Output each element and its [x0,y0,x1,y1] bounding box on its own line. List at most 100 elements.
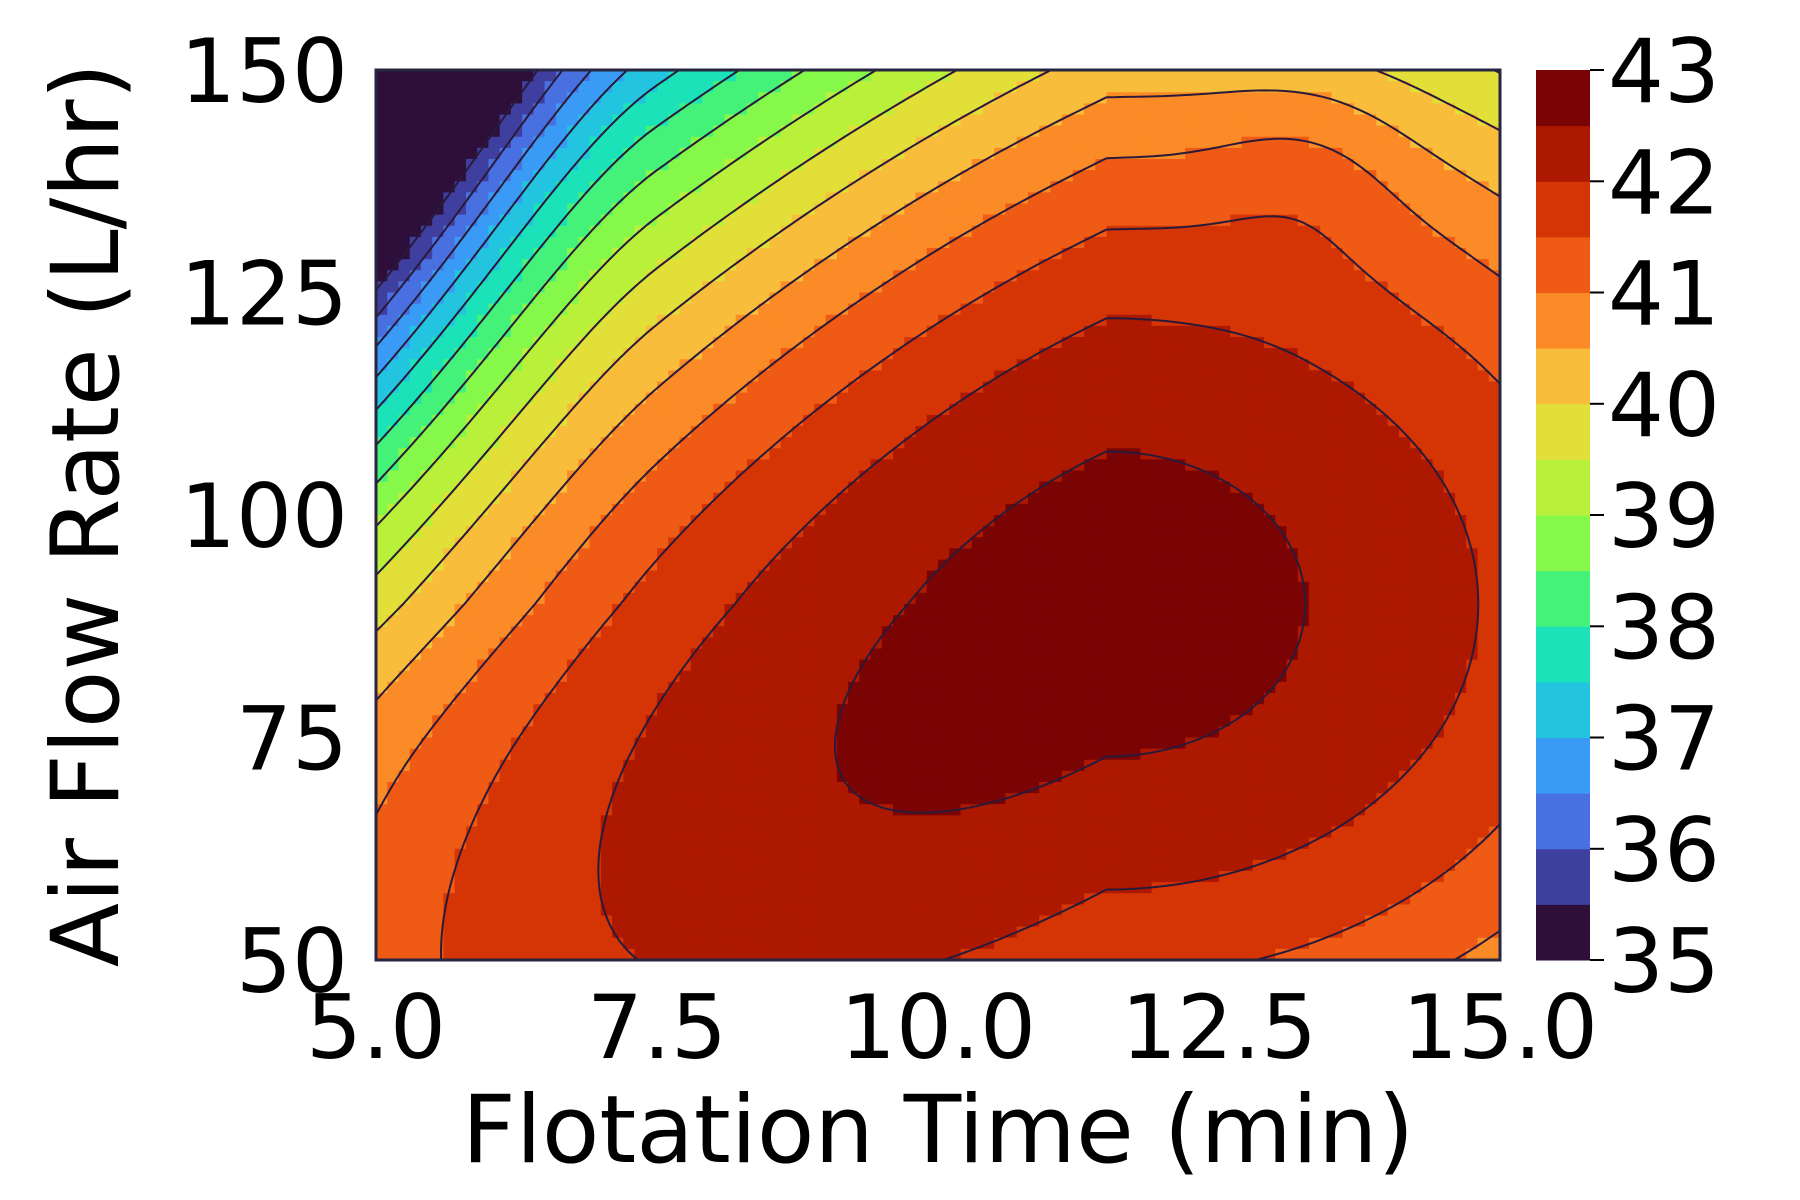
contour-cell [791,937,804,950]
contour-cell [780,236,793,249]
contour-cell [465,737,478,750]
contour-cell [848,337,860,349]
contour-cell [544,826,557,839]
contour-cell [746,548,759,561]
contour-cell [578,837,591,850]
contour-cell [634,648,647,661]
contour-cell [758,203,770,216]
contour-cell [735,192,748,205]
contour-cell [926,637,939,650]
contour-cell [409,136,422,149]
contour-cell [1027,192,1040,205]
contour-cell [623,414,636,427]
contour-cell [825,448,838,460]
contour-cell [904,726,917,739]
contour-cell [780,537,793,549]
contour-cell [387,159,400,171]
contour-cell [510,926,523,939]
contour-cell [477,548,489,561]
contour-cell [893,114,905,127]
contour-cell [859,782,872,794]
contour-cell [881,915,894,928]
contour-cell [600,726,613,739]
contour-cell [657,81,669,93]
contour-cell [522,826,534,839]
contour-cell [746,592,759,605]
contour-cell [1061,159,1074,171]
contour-cell [746,392,759,405]
contour-cell [645,259,658,271]
contour-cell [1005,125,1018,138]
contour-cell [791,236,804,249]
contour-cell [803,92,815,104]
contour-cell [915,492,928,505]
contour-cell [735,548,748,561]
contour-cell [859,270,872,282]
contour-cell [398,882,411,894]
contour-cell [870,615,883,627]
contour-cell [398,681,411,694]
contour-cell [488,70,501,82]
contour-cell [589,637,602,650]
contour-cell [443,203,456,216]
contour-cell [1027,292,1040,305]
contour-cell [949,214,962,227]
contour-cell [780,448,793,460]
contour-cell [668,548,681,561]
contour-cell [432,359,445,371]
contour-cell [1027,81,1040,93]
contour-cell [578,314,591,327]
contour-cell [634,203,647,216]
contour-cell [814,314,827,327]
contour-cell [803,281,815,294]
contour-cell [589,459,602,472]
contour-cell [623,136,636,149]
contour-cell [870,559,883,572]
contour-cell [982,871,995,883]
contour-cell [803,793,815,805]
contour-cell [1027,937,1040,950]
contour-cell [904,859,917,872]
contour-cell [510,426,523,438]
contour-cell [915,826,928,839]
contour-cell [679,748,692,761]
contour-cell [645,448,658,460]
contour-cell [1005,704,1018,716]
contour-cell [443,904,456,917]
contour-cell [544,837,557,850]
contour-cell [634,392,647,405]
contour-cell [679,592,692,605]
contour-cell [1072,426,1085,438]
contour-cell [746,492,759,505]
contour-cell [533,704,546,716]
contour-cell [465,537,478,549]
contour-cell [1039,136,1051,149]
contour-cell [994,937,1007,950]
contour-cell [567,915,579,928]
contour-cell [859,248,872,260]
contour-cell [904,481,917,494]
contour-cell [376,236,388,249]
contour-cell [589,581,602,594]
contour-cell [859,837,872,850]
contour-cell [465,125,478,138]
contour-cell [657,837,669,850]
contour-cell [791,748,804,761]
contour-cell [510,937,523,950]
contour-cell [1027,904,1040,917]
contour-cell [578,670,591,683]
contour-cell [881,948,894,960]
contour-cell [510,759,523,772]
contour-cell [769,159,782,171]
contour-cell [690,648,703,661]
contour-cell [758,693,770,705]
contour-cell [522,748,534,761]
contour-cell [994,214,1007,227]
contour-cell [746,737,759,750]
contour-cell [960,615,973,627]
contour-cell [938,837,950,850]
contour-cell [679,192,692,205]
contour-cell [612,114,624,127]
contour-cell [1016,759,1029,772]
contour-cell [814,103,827,116]
